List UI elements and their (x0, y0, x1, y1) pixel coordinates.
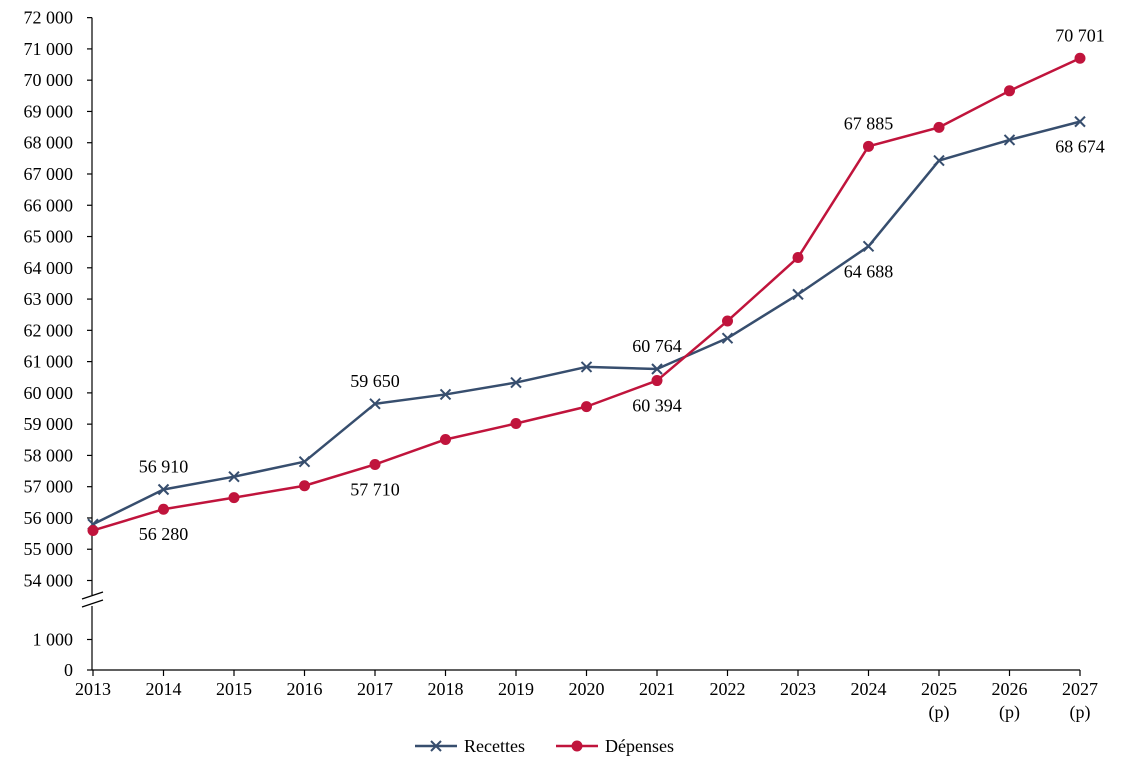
depenses-point (651, 375, 663, 387)
axis-break-mark (81, 591, 104, 600)
data-label: 60 764 (632, 336, 682, 356)
data-label: 59 650 (350, 371, 400, 391)
legend-label: Recettes (464, 736, 525, 756)
y-tick-label: 60 000 (24, 383, 74, 403)
data-labels: 56 910 56 280 59 650 57 710 60 764 60 394 67 8… (139, 25, 1105, 544)
x-tick-label: 2023 (780, 679, 816, 699)
data-label: 64 688 (844, 261, 894, 281)
recettes-point (510, 376, 522, 389)
axes (81, 17, 1080, 671)
series-markers (87, 52, 1086, 536)
recettes-point (721, 332, 734, 344)
depenses-point (581, 401, 592, 413)
legend-label: Dépenses (605, 736, 674, 756)
y-tick-label: 54 000 (24, 571, 74, 591)
recettes-point (157, 483, 170, 496)
axis-break-mark (81, 599, 104, 608)
recettes-point (651, 363, 663, 375)
recettes-point (369, 398, 381, 410)
y-tick-label: 69 000 (24, 101, 74, 121)
y-tick-label: 63 000 (24, 289, 74, 309)
data-label: 67 885 (844, 113, 894, 133)
y-tick-label: 59 000 (24, 414, 74, 434)
recettes-point (439, 388, 452, 401)
recettes-point (933, 154, 945, 167)
data-label: 57 710 (350, 479, 400, 499)
legend: Recettes Dépenses (415, 736, 674, 756)
y-tick-label: 68 000 (24, 133, 74, 153)
depenses-point (87, 524, 99, 536)
recettes-point (792, 288, 804, 301)
x-tick-label: 2016 (287, 679, 323, 699)
y-tick-label: 58 000 (24, 445, 74, 465)
depenses-point (792, 251, 804, 263)
x-tick-label: 2025 (921, 679, 957, 699)
depenses-point (933, 121, 945, 133)
y-tick-label: 70 000 (24, 70, 74, 90)
y-tick-label: 71 000 (24, 39, 74, 59)
legend-item-recettes: Recettes (415, 736, 525, 756)
y-tick-label: 1 000 (33, 630, 74, 650)
data-label: 68 674 (1055, 137, 1105, 157)
x-tick-label: 2019 (498, 679, 534, 699)
y-axis-ticks: 0 1 000 54 000 55 000 56 000 57 000 58 000 59 0… (24, 8, 92, 680)
x-axis-ticks: 2013 2014 2015 2016 2017 2018 2019 2020 2021 2022… (75, 670, 1098, 723)
x-tick-label: 2013 (75, 679, 111, 699)
x-tick-label: 2021 (639, 679, 675, 699)
x-tick-suffix: (p) (929, 702, 950, 723)
x-tick-label: 2026 (992, 679, 1028, 699)
x-tick-label: 2024 (851, 679, 887, 699)
y-tick-label: 66 000 (24, 195, 74, 215)
y-tick-label: 56 000 (24, 508, 74, 528)
depenses-point (369, 458, 381, 470)
recettes-point (580, 361, 593, 373)
legend-item-depenses: Dépenses (556, 736, 674, 756)
depenses-point (158, 503, 169, 515)
data-label: 56 280 (139, 524, 189, 544)
y-tick-label: 72 000 (24, 8, 74, 28)
y-tick-label: 55 000 (24, 539, 74, 559)
series-lines (92, 57, 1081, 532)
x-tick-label: 2022 (710, 679, 746, 699)
x-tick-suffix: (p) (999, 702, 1020, 723)
x-tick-suffix: (p) (1070, 702, 1091, 723)
legend-marker-recettes (430, 740, 442, 752)
data-label: 56 910 (139, 457, 189, 477)
depenses-point (1004, 85, 1015, 97)
x-tick-label: 2014 (146, 679, 182, 699)
recettes-point (1003, 134, 1016, 146)
recettes-point (228, 470, 240, 483)
y-tick-label: 61 000 (24, 352, 74, 372)
depenses-point (228, 492, 240, 504)
recettes-point (1074, 115, 1086, 128)
x-tick-label: 2018 (428, 679, 464, 699)
data-label: 70 701 (1055, 25, 1105, 45)
series-line-recettes (92, 120, 1081, 526)
y-tick-label: 57 000 (24, 477, 74, 497)
recettes-point (862, 240, 875, 252)
depenses-point (722, 315, 733, 327)
series-line-depenses (92, 57, 1081, 532)
depenses-point (1074, 52, 1086, 64)
data-label: 60 394 (632, 396, 682, 416)
y-tick-label: 67 000 (24, 164, 74, 184)
y-tick-label: 64 000 (24, 258, 74, 278)
y-tick-label: 62 000 (24, 320, 74, 340)
recettes-point (298, 455, 311, 468)
depenses-point (863, 140, 874, 152)
depenses-point (510, 418, 522, 430)
x-tick-label: 2027 (1062, 679, 1098, 699)
x-tick-label: 2020 (569, 679, 605, 699)
x-tick-label: 2015 (216, 679, 252, 699)
x-tick-label: 2017 (357, 679, 393, 699)
depenses-point (299, 480, 310, 492)
legend-marker-depenses (571, 740, 583, 752)
y-tick-label: 0 (64, 660, 73, 680)
depenses-point (440, 433, 451, 445)
y-tick-label: 65 000 (24, 227, 74, 247)
